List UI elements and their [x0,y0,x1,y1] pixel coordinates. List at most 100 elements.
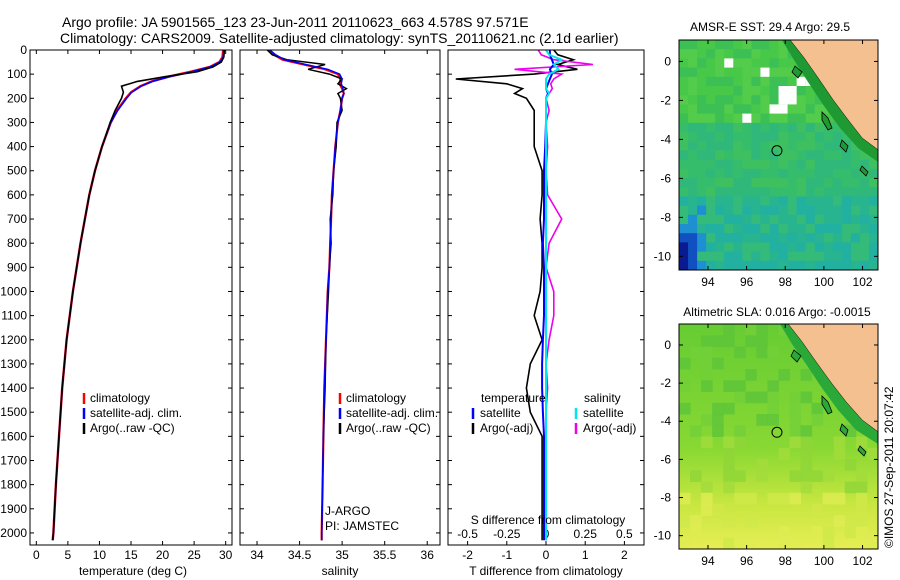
sst-cell [688,58,698,69]
xtick-label-35: 35 [335,548,349,562]
sst-cell [814,132,825,142]
map-xtick-label-96: 96 [740,275,754,289]
sst-cell [688,40,698,50]
sst-cell [679,141,689,151]
sst-cell [724,242,734,253]
sst-cell [688,260,698,270]
sst-cell [688,205,698,216]
sst-cell [697,67,707,78]
sst-cell [796,196,807,207]
sst-cell [733,49,743,59]
sst-cell [832,178,843,188]
sst-cell [706,187,716,197]
sst-cell [787,113,798,124]
sst-cell [715,76,725,87]
sst-cell [778,67,789,78]
sst-cell [724,122,734,133]
sst-missing-cell [760,67,770,77]
sst-cell [823,132,834,142]
sst-cell [841,205,852,216]
legend-label-temp-argo: Argo(-adj) [480,421,533,435]
diff-xtick-label-0: 0 [543,548,550,562]
sst-cell [679,49,689,59]
sst-cell [742,95,752,105]
sst-cell [724,178,734,188]
legend-title-salinity: salinity [584,391,621,405]
sst-cell [778,141,789,151]
sst-cell [706,260,716,270]
sst-cell [814,150,825,161]
sst-cell [832,122,843,133]
sst-cell [715,251,725,262]
sst-cell [787,260,798,270]
sst-cell [778,260,789,270]
sst-cell [715,205,725,216]
sla-cell [800,459,813,471]
sst-cell [688,76,698,87]
sla-cell [734,346,746,359]
sst-cell [778,76,789,87]
diff-xtick-label--1: -1 [501,548,512,562]
difference-x2label: S difference from climatology [471,513,626,527]
sst-cell [823,150,834,161]
sst-cell [688,67,698,78]
map-xtick-label-94: 94 [701,275,715,289]
sst-cell [742,196,752,207]
sst-cell [823,251,834,262]
sla-cell [701,346,713,359]
sst-cell [769,122,780,133]
sst-cell [706,251,716,262]
sst-cell [796,168,807,179]
sst-cell [706,113,716,124]
sst-cell [706,159,716,170]
sst-cell [778,49,789,59]
sst-cell [724,76,734,87]
sst-cell [814,95,825,105]
sst-cell [715,196,725,207]
sst-cell [814,224,825,234]
sst-cell [869,242,878,253]
sst-cell [742,205,752,216]
sst-cell [751,141,762,151]
sla-cell [844,481,857,494]
sla-cell [789,470,802,482]
sst-cell [832,260,843,270]
sst-cell [742,150,752,161]
sst-cell [742,168,752,179]
sst-cell [706,224,716,234]
sla-cell [767,380,779,392]
sst-cell [715,104,725,115]
sst-cell [787,141,798,151]
sst-cell [850,242,861,253]
sst-cell [706,58,716,69]
sst-cell [787,58,798,69]
sst-cell [706,95,716,105]
sst-cell [787,251,798,262]
sst-cell [733,205,743,216]
sla-cell [745,335,757,347]
sla-cell [723,380,735,392]
difference-lines [455,50,594,541]
sst-cell [869,187,878,197]
sst-cell [724,168,734,179]
difference-legend: temperature salinitysatelliteArgo(-adj)sa… [471,391,636,435]
sst-cell [688,214,698,225]
sst-cell [832,214,843,225]
sla-cell [756,335,768,347]
sst-cell [832,196,843,207]
sst-cell [688,113,698,124]
sla-cell [723,537,735,549]
map-xtick-label-98: 98 [779,554,793,568]
sst-cell [724,224,734,234]
sst-cell [751,86,762,96]
sla-cell [778,369,790,381]
sst-cell [850,196,861,207]
salinity-annotation-pi: PI: JAMSTEC [325,519,399,533]
sst-cell [832,233,843,243]
xtick-label-34.5: 34.5 [288,548,312,562]
sst-cell [733,150,743,161]
difference-ticks: -2 -1 0 1 2-0.5 -0.25 0 0.25 0.5 [448,49,644,562]
sla-cell [734,470,746,482]
sst-cell [688,95,698,105]
sst-cell [751,187,762,197]
